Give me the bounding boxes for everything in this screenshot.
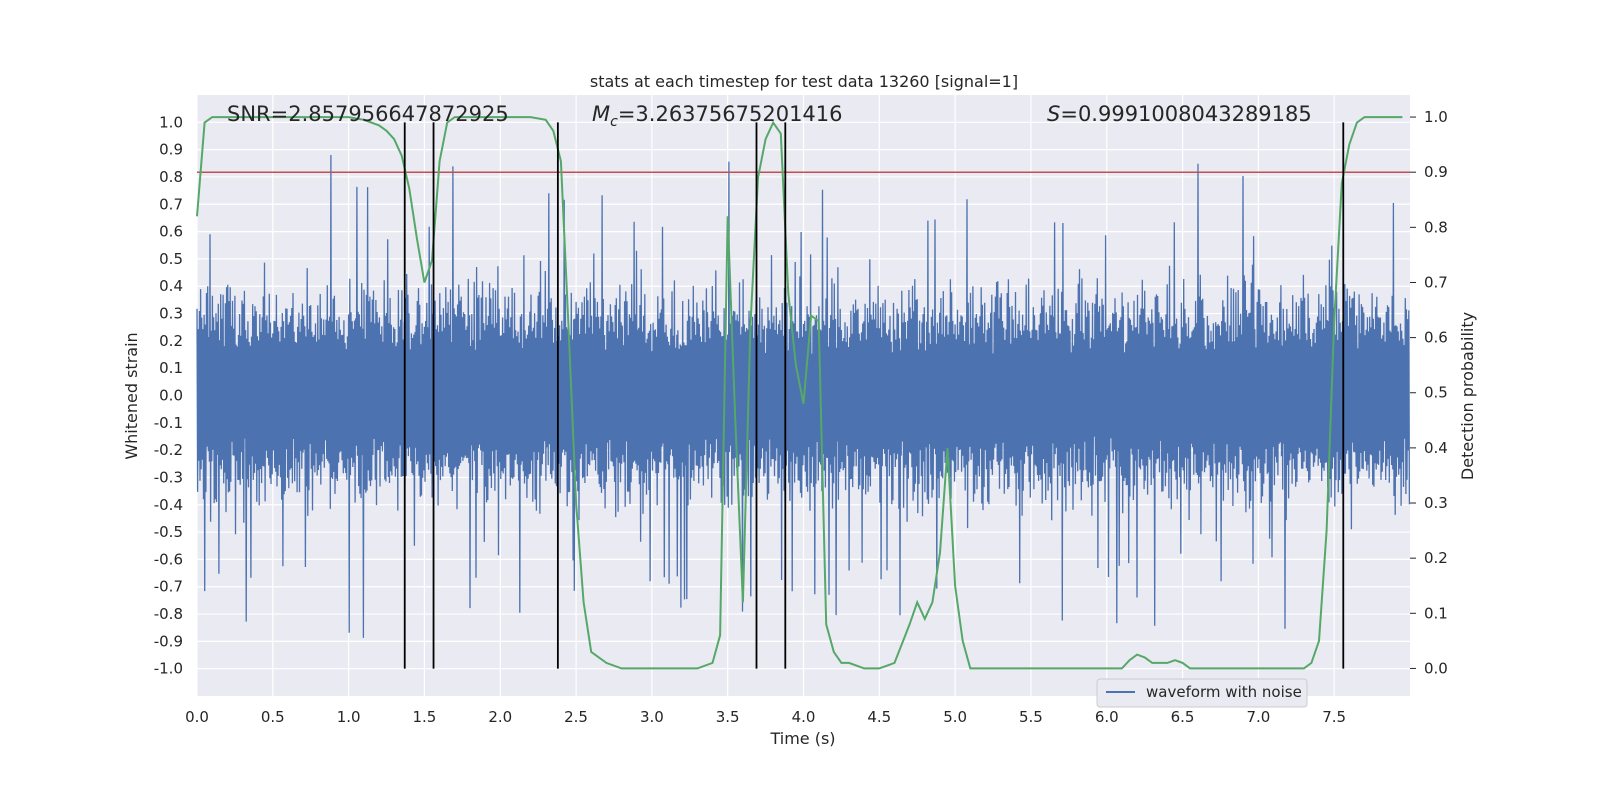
y-tick-label: -0.2 — [154, 441, 183, 459]
y-tick-label: -0.8 — [154, 605, 183, 623]
waveform-series — [196, 154, 1411, 638]
y-tick-label: -0.4 — [154, 496, 183, 514]
y2-tick-label: 0.2 — [1424, 549, 1448, 567]
y-tick-label: -1.0 — [154, 660, 183, 678]
y2-tick-label: 0.9 — [1424, 163, 1448, 181]
y-tick-label: 0.4 — [159, 277, 183, 295]
y-tick-label: 0.8 — [159, 168, 183, 186]
y-tick-label: 1.0 — [159, 113, 183, 131]
y2-tick-label: 0.3 — [1424, 494, 1448, 512]
y2-axis-label: Detection probability — [1458, 312, 1477, 480]
x-axis-ticks: 0.0 0.5 1.0 1.5 2.0 2.5 3.0 3.5 4.0 4.5 5.0 5.5 6.0 6… — [185, 708, 1346, 726]
x-tick-label: 4.5 — [867, 708, 891, 726]
statistic-symbol: S — [1047, 102, 1060, 126]
x-tick-label: 5.5 — [1019, 708, 1043, 726]
y-tick-label: -0.5 — [154, 523, 183, 541]
y2-tick-label: 0.1 — [1424, 604, 1448, 622]
y2-tick-label: 1.0 — [1424, 108, 1448, 126]
chirp-mass-symbol: M — [592, 102, 610, 126]
x-tick-label: 2.0 — [488, 708, 512, 726]
y-tick-label: 0.6 — [159, 223, 183, 241]
x-tick-label: 7.0 — [1246, 708, 1270, 726]
x-tick-label: 0.0 — [185, 708, 209, 726]
chart-title: stats at each timestep for test data 132… — [590, 72, 1018, 91]
x-tick-label: 3.0 — [640, 708, 664, 726]
chirp-mass-value: =3.26375675201416 — [618, 102, 843, 126]
x-tick-label: 0.5 — [261, 708, 285, 726]
y-tick-label: 0.7 — [159, 195, 183, 213]
y2-tick-label: 0.6 — [1424, 329, 1448, 347]
y2-tick-label: 0.7 — [1424, 273, 1448, 291]
y-axis-label: Whitened strain — [122, 332, 141, 459]
x-tick-label: 3.5 — [716, 708, 740, 726]
x-axis-label: Time (s) — [769, 729, 835, 748]
x-tick-label: 4.0 — [792, 708, 816, 726]
legend: waveform with noise — [1096, 678, 1308, 708]
y2-tick-label: 0.8 — [1424, 218, 1448, 236]
x-tick-label: 5.0 — [943, 708, 967, 726]
y-tick-label: -0.7 — [154, 578, 183, 596]
y-tick-label: 0.9 — [159, 141, 183, 159]
trigger-lines — [403, 122, 1345, 669]
y-tick-label: 0.2 — [159, 332, 183, 350]
x-tick-label: 1.0 — [337, 708, 361, 726]
y-tick-label: -0.1 — [154, 414, 183, 432]
probability-line — [196, 116, 1403, 670]
statistic-annotation: S=0.9991008043289185 — [1047, 102, 1312, 126]
legend-label-waveform: waveform with noise — [1146, 683, 1302, 701]
probability-series — [196, 116, 1403, 670]
snr-annotation: SNR=2.857956647872925 — [227, 102, 509, 126]
y2-tick-label: 0.4 — [1424, 439, 1448, 457]
y2-axis-ticks: 1.0 0.9 0.8 0.7 0.6 0.5 0.4 0.3 0.2 0.1 0.0 — [1410, 108, 1448, 677]
y-tick-label: -0.3 — [154, 468, 183, 486]
statistic-value: =0.9991008043289185 — [1060, 102, 1311, 126]
y-tick-label: 0.0 — [159, 387, 183, 405]
x-tick-label: 6.5 — [1171, 708, 1195, 726]
y2-tick-label: 0.0 — [1424, 659, 1448, 677]
legend-box — [1096, 678, 1308, 708]
y-tick-label: -0.9 — [154, 632, 183, 650]
y-tick-label: -0.6 — [154, 550, 183, 568]
x-tick-label: 7.5 — [1322, 708, 1346, 726]
y-axis-ticks: 1.0 0.9 0.8 0.7 0.6 0.5 0.4 0.3 0.2 0.1 0.0 -0.1 -0.… — [154, 113, 183, 677]
y-tick-label: 0.1 — [159, 359, 183, 377]
x-tick-label: 2.5 — [564, 708, 588, 726]
chirp-mass-subscript: c — [610, 114, 618, 130]
x-tick-label: 1.5 — [413, 708, 437, 726]
chirp-mass-annotation: Mc=3.26375675201416 — [592, 102, 843, 130]
y-tick-label: 0.3 — [159, 305, 183, 323]
x-tick-label: 6.0 — [1095, 708, 1119, 726]
waveform-line — [196, 154, 1411, 638]
y-tick-label: 0.5 — [159, 250, 183, 268]
y2-tick-label: 0.5 — [1424, 384, 1448, 402]
